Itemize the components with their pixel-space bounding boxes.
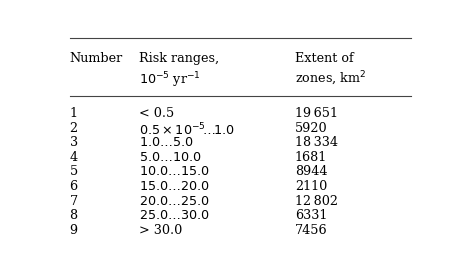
Text: $15.0\ldots20.0$: $15.0\ldots20.0$ xyxy=(139,180,209,193)
Text: 18 334: 18 334 xyxy=(295,136,338,149)
Text: 3: 3 xyxy=(69,136,78,149)
Text: 8944: 8944 xyxy=(295,166,327,178)
Text: 9: 9 xyxy=(69,224,78,237)
Text: $20.0\ldots25.0$: $20.0\ldots25.0$ xyxy=(139,195,209,208)
Text: 8: 8 xyxy=(69,209,78,222)
Text: 5920: 5920 xyxy=(295,121,327,135)
Text: 12 802: 12 802 xyxy=(295,195,338,208)
Text: 6331: 6331 xyxy=(295,209,327,222)
Text: 2: 2 xyxy=(69,121,78,135)
Text: 2110: 2110 xyxy=(295,180,327,193)
Text: 5: 5 xyxy=(69,166,78,178)
Text: 7456: 7456 xyxy=(295,224,327,237)
Text: $10.0\ldots15.0$: $10.0\ldots15.0$ xyxy=(139,166,209,178)
Text: $0.5 \times 10^{-5}\!\ldots\!1.0$: $0.5 \times 10^{-5}\!\ldots\!1.0$ xyxy=(139,121,234,138)
Text: $1.0\ldots5.0$: $1.0\ldots5.0$ xyxy=(139,136,193,149)
Text: 4: 4 xyxy=(69,151,78,164)
Text: Number: Number xyxy=(69,52,123,65)
Text: 1: 1 xyxy=(69,107,77,120)
Text: Extent of
zones, km$^{2}$: Extent of zones, km$^{2}$ xyxy=(295,52,366,88)
Text: 7: 7 xyxy=(69,195,78,208)
Text: $25.0\ldots30.0$: $25.0\ldots30.0$ xyxy=(139,209,209,222)
Text: Risk ranges,
$10^{-5}$ yr$^{-1}$: Risk ranges, $10^{-5}$ yr$^{-1}$ xyxy=(139,52,219,90)
Text: 6: 6 xyxy=(69,180,78,193)
Text: 1681: 1681 xyxy=(295,151,327,164)
Text: > 30.0: > 30.0 xyxy=(139,224,182,237)
Text: 19 651: 19 651 xyxy=(295,107,338,120)
Text: $5.0\ldots10.0$: $5.0\ldots10.0$ xyxy=(139,151,201,164)
Text: < 0.5: < 0.5 xyxy=(139,107,174,120)
